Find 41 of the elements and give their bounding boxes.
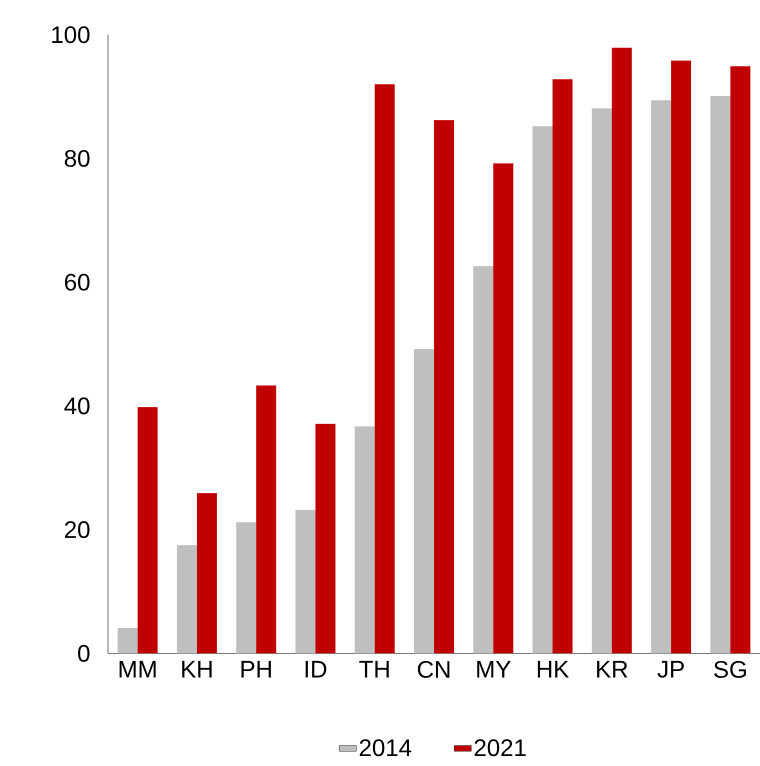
bar	[137, 407, 158, 654]
x-tick-label: KH	[182, 660, 212, 678]
x-tick-label: TH	[359, 660, 389, 678]
bar	[710, 96, 730, 654]
y-tick-label: 20	[64, 521, 90, 538]
legend-label: 2021	[474, 739, 526, 756]
x-tick-label: CN	[418, 660, 450, 678]
x-tick-label: KR	[596, 660, 628, 678]
bar	[532, 126, 552, 654]
bar	[434, 120, 454, 654]
bar	[493, 163, 514, 654]
bar	[196, 493, 217, 654]
y-tick-label: 0	[78, 644, 90, 662]
bar	[650, 100, 671, 654]
y-tick-label: 100	[52, 26, 90, 44]
bar	[256, 386, 276, 654]
x-tick-label: ID	[305, 660, 326, 678]
x-tick-label: PH	[241, 660, 271, 678]
y-tick-label: 40	[64, 397, 90, 414]
bar	[592, 108, 612, 654]
bar	[670, 60, 691, 654]
bar	[374, 84, 395, 654]
bar	[176, 545, 197, 654]
bar	[473, 266, 494, 654]
legend-label: 2014	[360, 739, 412, 756]
bar	[315, 424, 336, 654]
x-tick-label: MY	[477, 660, 511, 678]
x-tick-label: MM	[119, 660, 156, 678]
x-tick-label: JP	[657, 660, 684, 678]
bar	[117, 628, 138, 654]
bar	[730, 66, 750, 654]
x-tick-label: SG	[714, 660, 746, 678]
y-tick-label: 80	[64, 150, 90, 167]
x-tick-label: HK	[538, 660, 569, 678]
bar	[414, 349, 434, 654]
bar	[354, 426, 375, 654]
bar	[552, 79, 572, 654]
bar	[295, 510, 316, 654]
bar	[236, 522, 256, 654]
bar	[612, 48, 632, 654]
y-tick-label: 60	[64, 274, 90, 291]
